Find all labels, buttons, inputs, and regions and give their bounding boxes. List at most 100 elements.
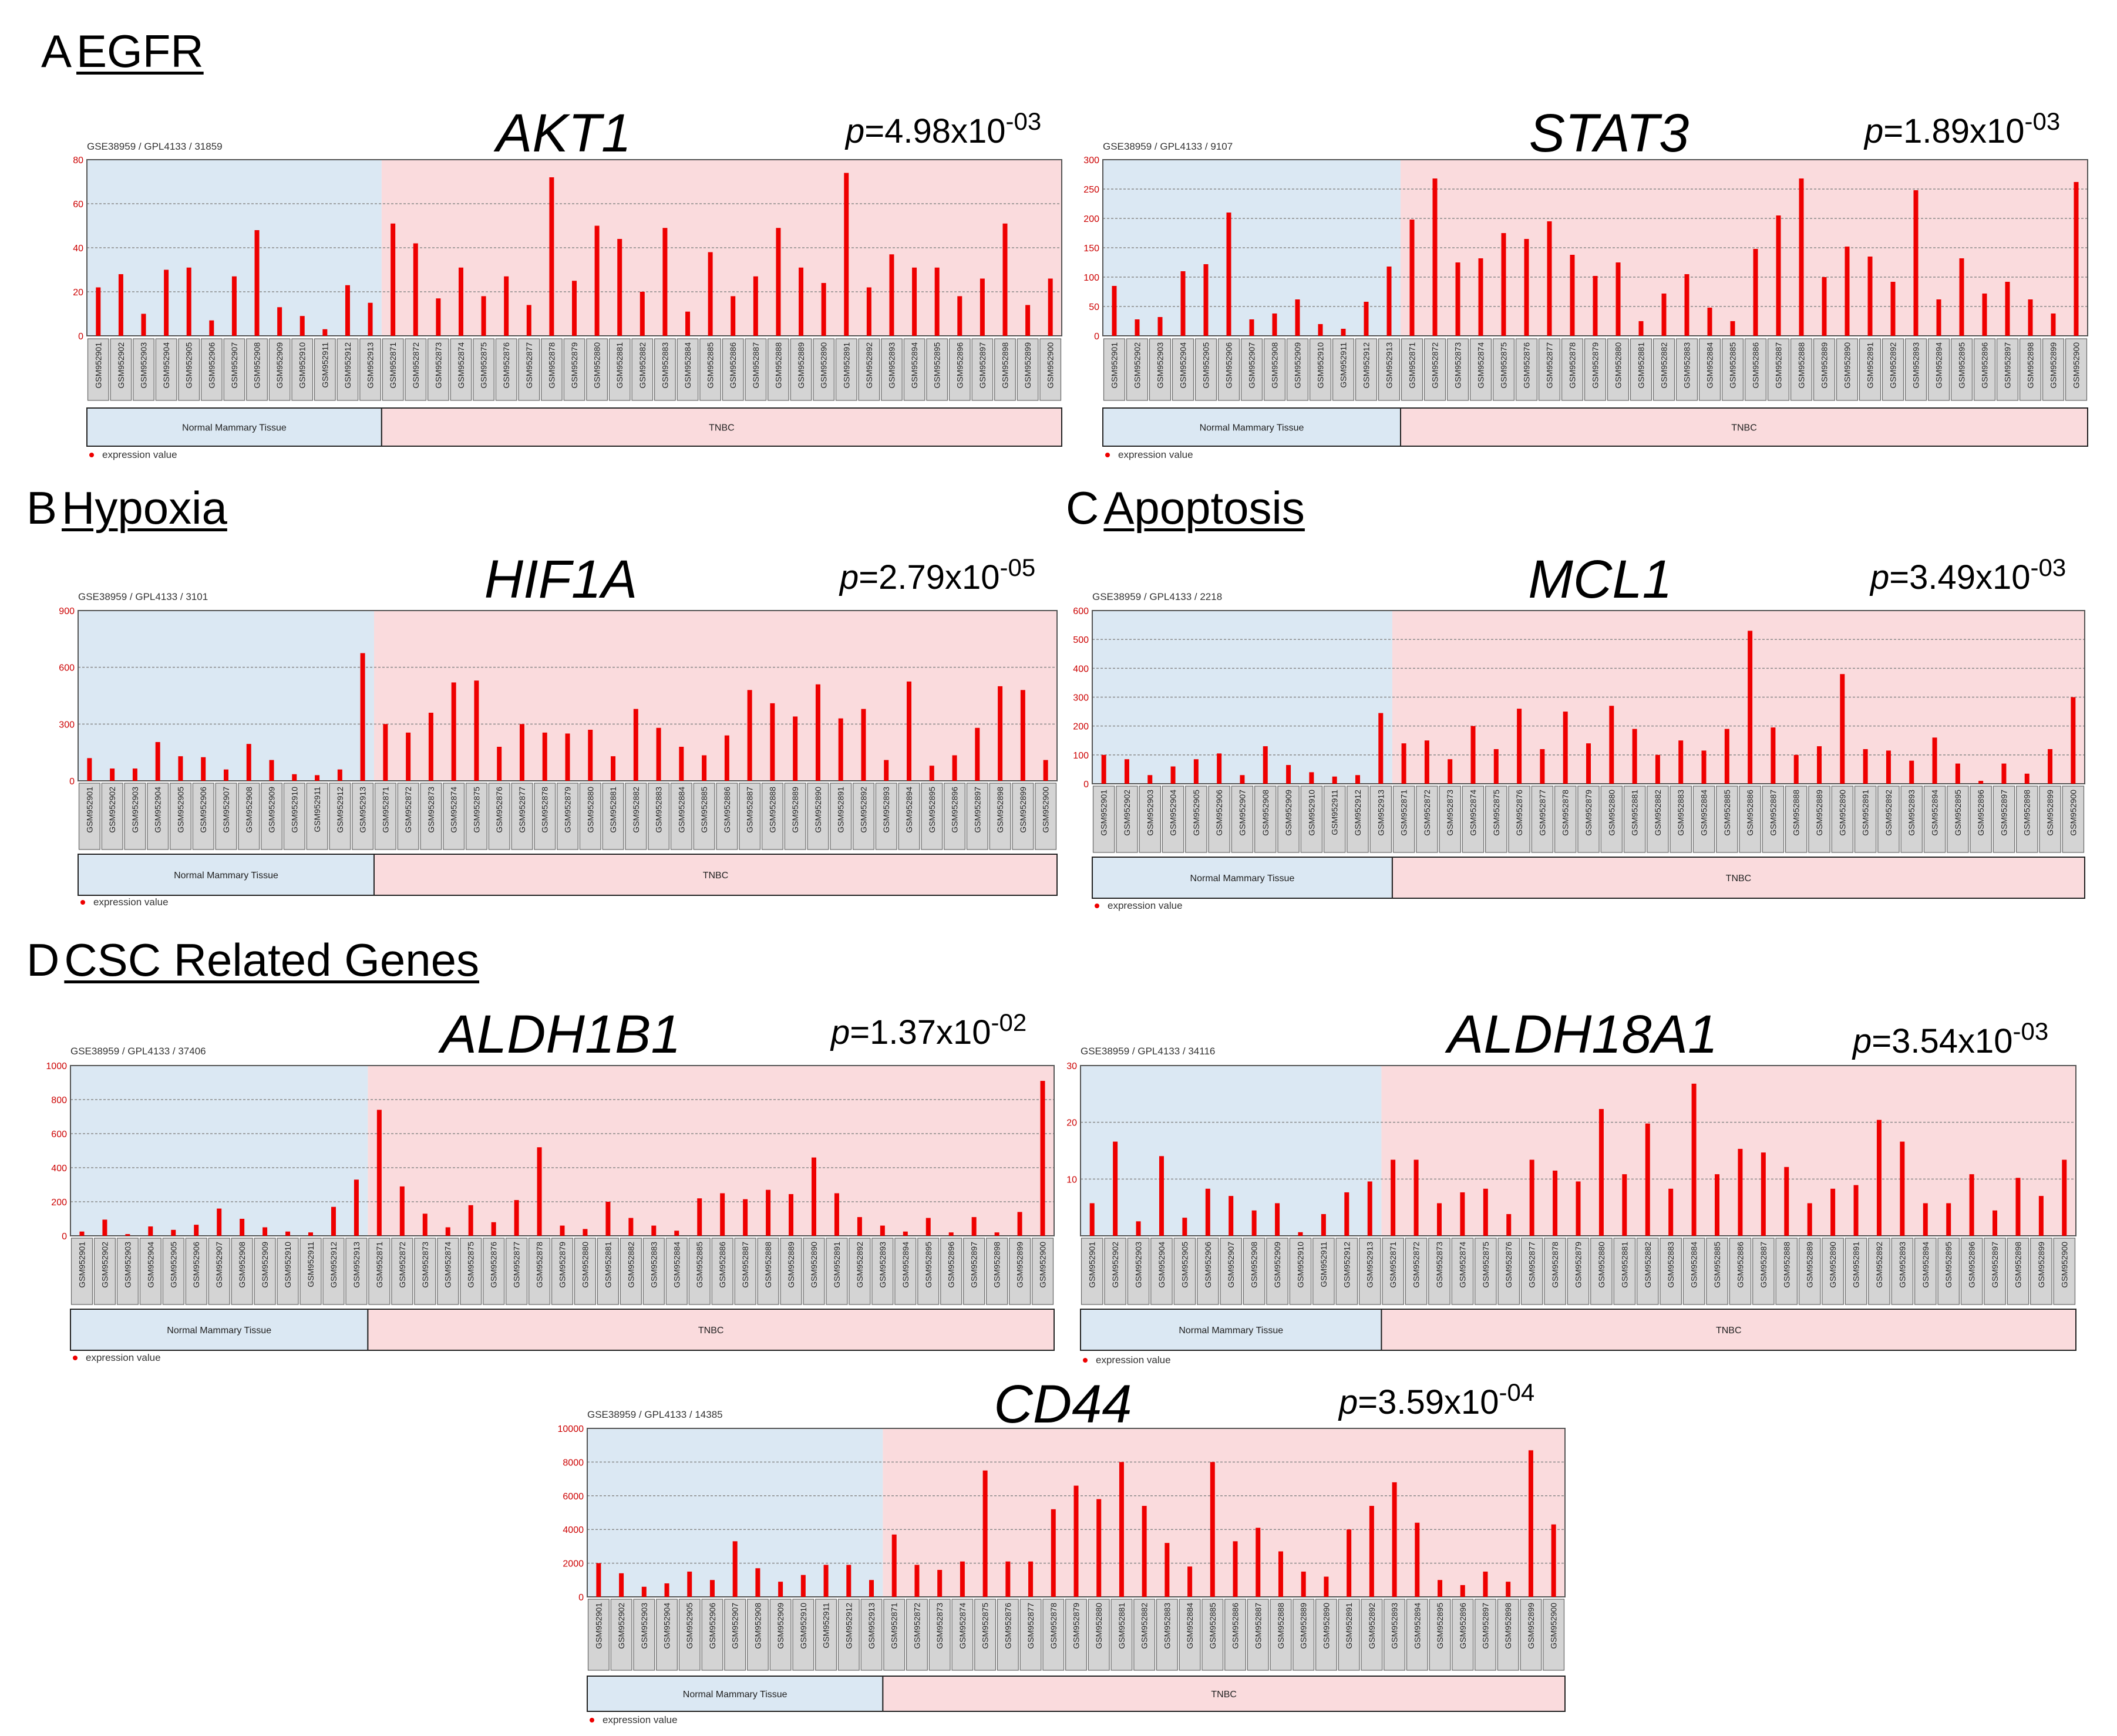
bar [1553, 1170, 1558, 1236]
sample-label: GSM952908 [1270, 342, 1280, 389]
bar [1529, 1159, 1534, 1236]
sample-label-cell [261, 783, 283, 850]
bar [857, 1217, 862, 1236]
y-tick-label: 40 [73, 244, 83, 254]
sample-label-cell [1358, 1238, 1381, 1305]
sample-label-cell [1017, 338, 1039, 401]
sample-label-cell [1767, 338, 1790, 401]
bar [1691, 1083, 1697, 1236]
sample-label-cell [1439, 786, 1461, 853]
bar [594, 225, 600, 336]
sample-label-cell [1623, 786, 1646, 853]
sample-label-cell [1293, 1599, 1315, 1671]
sample-label-cell [784, 783, 806, 850]
sample-label-cell [1254, 786, 1277, 853]
p-value-exponent: -05 [999, 554, 1036, 581]
bar [1436, 1203, 1442, 1236]
sample-label-cell [268, 338, 291, 401]
sample-label: GSM952909 [275, 342, 284, 389]
y-tick-label: 20 [73, 288, 83, 298]
bar [1978, 781, 1984, 784]
bar [1570, 255, 1575, 336]
bar [1193, 759, 1199, 784]
sample-label: GSM952902 [107, 787, 117, 833]
section-name: EGFR [76, 25, 204, 77]
sample-label-cell [1133, 1599, 1156, 1671]
bar [1593, 276, 1598, 336]
bar [1364, 302, 1369, 336]
sample-label-cell [382, 338, 404, 401]
sample-label-cell [790, 338, 812, 401]
sample-label: GSM952913 [1365, 1242, 1375, 1288]
y-tick-label: 800 [51, 1095, 67, 1105]
sample-label: GSM952909 [1273, 1242, 1282, 1288]
sample-label: GSM952880 [1607, 790, 1616, 836]
sample-label: GSM952892 [859, 787, 868, 833]
sample-label-cell [1451, 1238, 1474, 1305]
sample-label: GSM952873 [1435, 1242, 1444, 1288]
bar [1017, 1212, 1022, 1236]
y-tick-label: 6000 [563, 1492, 584, 1502]
group-label-normal: Normal Mammary Tissue [174, 871, 278, 881]
sample-label: GSM952890 [819, 342, 829, 389]
sample-label: GSM952888 [1797, 342, 1806, 389]
sample-label: GSM952887 [1774, 342, 1783, 389]
bar [1424, 740, 1429, 784]
sample-label: GSM952913 [1376, 790, 1385, 836]
bar [1655, 754, 1660, 784]
sample-label-cell [1139, 786, 1162, 853]
sample-label: GSM952893 [887, 342, 896, 389]
bar [1959, 258, 1964, 336]
sample-label-cell [1698, 338, 1721, 401]
sample-label-cell [746, 1599, 769, 1671]
sample-label-cell [665, 1238, 688, 1305]
chart-header: GSE38959 / GPL4133 / 2218 [1092, 591, 1222, 602]
sample-label: GSM952880 [580, 1242, 590, 1288]
bar [217, 1208, 222, 1236]
sample-label-cell [1266, 1238, 1288, 1305]
sample-label-cell [1475, 1238, 1497, 1305]
sample-label-cell [1065, 1599, 1087, 1671]
group-tnbc [381, 407, 1062, 447]
tnbc-region [373, 611, 1057, 781]
bar [1119, 1462, 1124, 1597]
sample-label-cell [1263, 338, 1286, 401]
chart-header: GSE38959 / GPL4133 / 31859 [87, 141, 223, 152]
sample-label-cell [1544, 1238, 1566, 1305]
bar [132, 768, 137, 781]
sample-label: GSM952887 [1759, 1242, 1768, 1288]
bar [451, 682, 456, 781]
sample-label-cell [587, 1599, 610, 1671]
bar [428, 713, 433, 781]
sample-label: GSM952898 [2026, 342, 2035, 389]
sample-label-cell [1179, 1599, 1201, 1671]
sample-label: GSM952904 [153, 787, 163, 833]
p-value-aldh1b1: p=1.37x10-02 [831, 1009, 1027, 1052]
sample-label: GSM952875 [466, 1242, 476, 1288]
sample-label-cell [506, 1238, 528, 1305]
bar [821, 283, 826, 336]
sample-label-cell [208, 1238, 230, 1305]
sample-label: GSM952912 [343, 342, 352, 389]
bar [1321, 1213, 1326, 1236]
bar [1226, 213, 1231, 336]
sample-label-cell [1039, 338, 1062, 401]
sample-label-cell [1636, 1238, 1659, 1305]
sample-label: GSM952875 [981, 1603, 990, 1649]
sample-label-cell [894, 1238, 917, 1305]
bar [2062, 1159, 2067, 1236]
bar [1073, 1485, 1079, 1597]
bar [975, 727, 980, 781]
sample-label: GSM952911 [320, 342, 329, 388]
bar [685, 311, 691, 336]
sample-label-cell [1378, 338, 1401, 401]
sample-label: GSM952911 [312, 787, 322, 832]
group-normal [78, 854, 375, 896]
sample-label: GSM952878 [1550, 1242, 1560, 1288]
bar [1180, 271, 1186, 336]
bar [2074, 182, 2079, 336]
sample-label-cell [1338, 1599, 1360, 1671]
sample-label: GSM952880 [585, 787, 595, 833]
bar [891, 1534, 897, 1597]
sample-label-cell [1300, 786, 1323, 853]
